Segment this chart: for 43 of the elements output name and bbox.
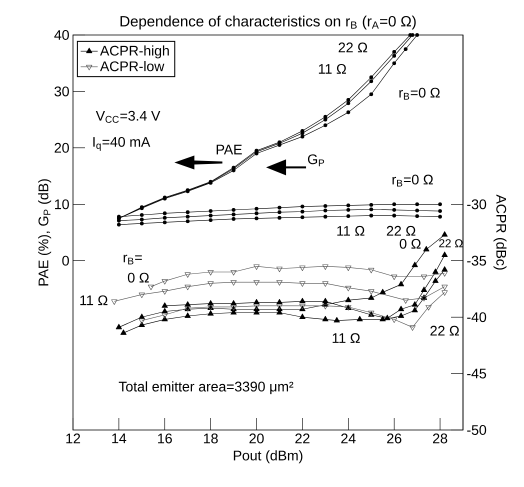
x-tick-label: 20 (249, 434, 264, 444)
annotation: 22 Ω (386, 226, 416, 236)
annotation: 22 Ω (430, 326, 459, 336)
x-axis-title: Pout (dBm) (234, 450, 302, 464)
y2-axis-title: ACPR (dBc) (494, 194, 507, 270)
x-tick-label: 24 (341, 434, 356, 444)
annotation: 11 Ω (332, 333, 360, 343)
y-axis-title: PAE (%), G$_{P}$ (dB) (38, 179, 52, 286)
x-tick-label: 28 (433, 434, 448, 444)
x-tick-label: 16 (158, 434, 172, 444)
y-tick-label: 40 (54, 30, 69, 40)
y2-tick-label: -45 (467, 368, 486, 378)
x-tick-label: 18 (204, 434, 218, 444)
annotation: r$_{B}$=0 Ω (392, 174, 433, 187)
x-tick-label: 14 (112, 434, 126, 444)
annotation: Total emitter area=3390 μm² (118, 381, 294, 394)
y2-tick-label: -35 (467, 256, 486, 266)
x-tick-label: 26 (387, 434, 402, 444)
x-tick-label: 12 (66, 434, 80, 444)
y-tick-label: 20 (54, 142, 69, 153)
y-tick-label: 10 (55, 199, 69, 210)
annotation: 0 Ω (400, 238, 421, 249)
y-tick-label: 30 (54, 86, 69, 96)
annotation: 22 Ω (439, 239, 463, 248)
legend-label: ACPR-high (100, 45, 169, 58)
y-tick-label: 0 (62, 256, 69, 266)
legend-label: ACPR-low (100, 60, 164, 72)
annotation: 22 Ω (338, 42, 368, 52)
chart-title: Dependence of characteristics on r$_{B}$ (r$_{A}$=0 Ω) (120, 16, 416, 30)
y2-tick-label: -50 (467, 425, 486, 435)
annotation: G$_{P}$ (308, 154, 324, 166)
annotation: r$_{B}$= (124, 254, 142, 264)
annotation: 11 Ω (80, 295, 108, 306)
annotation: V$_{CC}$=3.4 V (96, 110, 160, 123)
y2-tick-label: -40 (467, 312, 486, 322)
annotation: 0 Ω (128, 272, 149, 283)
annotation: 11 Ω (337, 226, 364, 236)
annotation: PAE (216, 144, 242, 154)
annotation: I$_{q}$=40 mA (93, 136, 150, 151)
annotation: 11 Ω (318, 64, 346, 74)
x-tick-label: 22 (295, 434, 310, 444)
y2-tick-label: -30 (467, 199, 486, 210)
annotation: r$_{B}$=0 Ω (399, 88, 440, 100)
